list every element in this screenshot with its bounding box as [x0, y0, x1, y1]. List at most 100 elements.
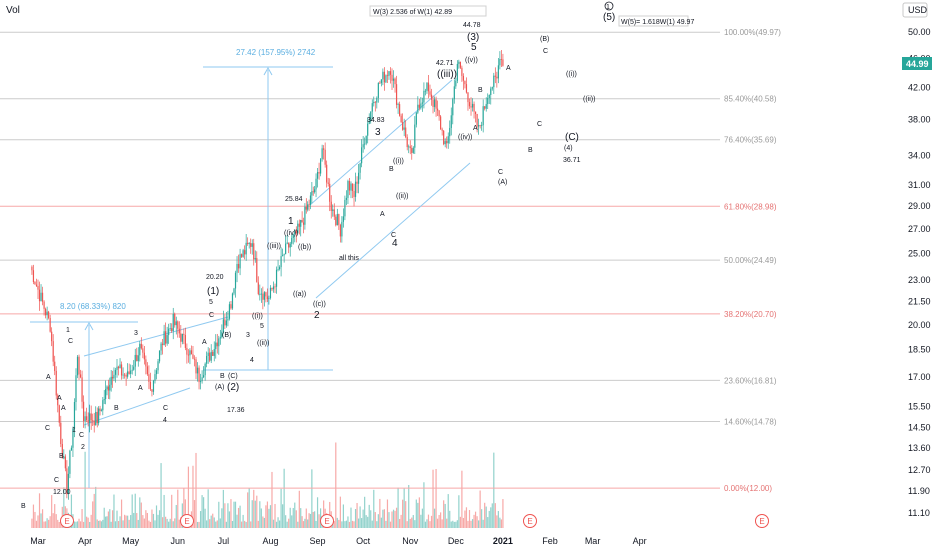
candle-body [453, 86, 455, 100]
price-axis[interactable]: USD 50.0046.0042.0038.0034.0031.0029.002… [902, 2, 932, 518]
volume-bar [215, 521, 217, 528]
volume-bar [347, 516, 349, 528]
volume-bar [459, 516, 461, 528]
candle-body [234, 272, 237, 289]
volume-bar [120, 499, 123, 528]
volume-bar [149, 521, 152, 528]
volume-bar [314, 511, 316, 528]
candle-body [124, 374, 126, 376]
volume-bar [216, 520, 218, 528]
earnings-marker-icon[interactable] [523, 514, 537, 528]
earnings-marker-icon[interactable] [60, 514, 74, 528]
drawing-tools: 27.42 (157.95%) 2742 8.20 (68.33%) 820 [30, 48, 471, 488]
candle-body [438, 110, 440, 117]
volume-bar [420, 514, 422, 528]
earnings-marker-icon[interactable] [180, 514, 194, 528]
candle-body [392, 78, 395, 81]
candle-body [420, 103, 422, 108]
wave-label: ((ii)) [583, 96, 595, 103]
candle-body [102, 400, 104, 411]
volume-bar [158, 510, 161, 528]
fib-label: 76.40%(35.69) [724, 136, 777, 145]
volume-bar [365, 515, 367, 528]
wave-label: B [220, 373, 225, 380]
wave-label: A [61, 405, 66, 412]
candle-body [239, 254, 241, 269]
wave-label: A [202, 339, 207, 346]
candle-body [427, 82, 430, 92]
candle-body [40, 292, 42, 302]
price-tick-label: 27.00 [908, 224, 931, 234]
wave-label: 17.36 [227, 407, 245, 414]
volume-bar [446, 518, 448, 528]
fib-label: 23.60%(16.81) [724, 376, 777, 385]
wave-label: ((b)) [298, 244, 311, 251]
candle-body [382, 71, 384, 80]
volume-bar [389, 521, 392, 528]
candle-body [406, 137, 408, 148]
wave-label: (1) [207, 286, 219, 297]
volume-bar [136, 513, 138, 528]
volume-bar [443, 500, 445, 528]
earnings-marker-icon[interactable] [755, 514, 769, 528]
wave-label: ((i)) [252, 313, 263, 320]
candle-body [51, 331, 53, 342]
candle-body [237, 263, 240, 269]
earnings-marker-label: E [184, 517, 189, 526]
volume-bar [139, 497, 141, 528]
fib-label: 61.80%(28.98) [724, 202, 777, 211]
volume-bar [49, 516, 51, 528]
candle-body [488, 94, 490, 99]
candle-body [336, 214, 338, 226]
candle-body [342, 216, 344, 222]
volume-bar [361, 518, 363, 528]
candle-body [285, 243, 287, 255]
time-axis[interactable]: Mar Apr May Jun Jul Aug Sep Oct Nov Dec 2021 Feb Mar… [30, 536, 646, 546]
volume-bar [76, 521, 79, 528]
candle-body [180, 333, 182, 342]
volume-bar [116, 510, 118, 528]
volume-bar [58, 521, 60, 528]
volume-bar [292, 507, 294, 528]
candle-body [203, 375, 205, 378]
volume-bar [414, 520, 416, 528]
candle-body [474, 111, 477, 115]
volume-bar [134, 493, 136, 528]
volume-bar [453, 521, 455, 528]
candle-body [212, 351, 214, 356]
candle-body [330, 201, 332, 211]
wave-label: 2 [81, 444, 85, 451]
wave-annotations: 44.78(3)542.71((iii))((v))(B)CAB((i))((i… [21, 1, 615, 510]
wave-label: C [163, 405, 168, 412]
candle-body [31, 266, 33, 271]
candle-body [254, 258, 256, 260]
candle-body [46, 311, 48, 316]
candle-body [149, 381, 152, 390]
volume-bars [31, 442, 504, 528]
volume-bar [464, 510, 466, 528]
volume-bar [461, 470, 463, 528]
volume-bar [493, 452, 495, 528]
volume-bar [275, 521, 278, 528]
candle-body [184, 335, 186, 348]
volume-bar [31, 518, 33, 528]
candle-body [61, 444, 63, 459]
price-tick-label: 18.50 [908, 345, 931, 355]
candle-body [333, 209, 335, 217]
candle-body [326, 164, 328, 183]
volume-bar [452, 520, 454, 528]
wave-label: A [138, 385, 143, 392]
candle-body [130, 370, 132, 374]
candle-body [155, 370, 158, 375]
candle-body [286, 242, 288, 244]
volume-bar [256, 495, 258, 528]
volume-bar [468, 510, 471, 528]
candle-body [100, 410, 103, 412]
volume-bar [278, 520, 281, 528]
earnings-marker-icon[interactable] [320, 514, 334, 528]
time-tick-label: Mar [585, 536, 601, 546]
channel-lower-line [315, 162, 471, 299]
volume-bar [100, 521, 103, 528]
volume-bar [102, 519, 104, 528]
